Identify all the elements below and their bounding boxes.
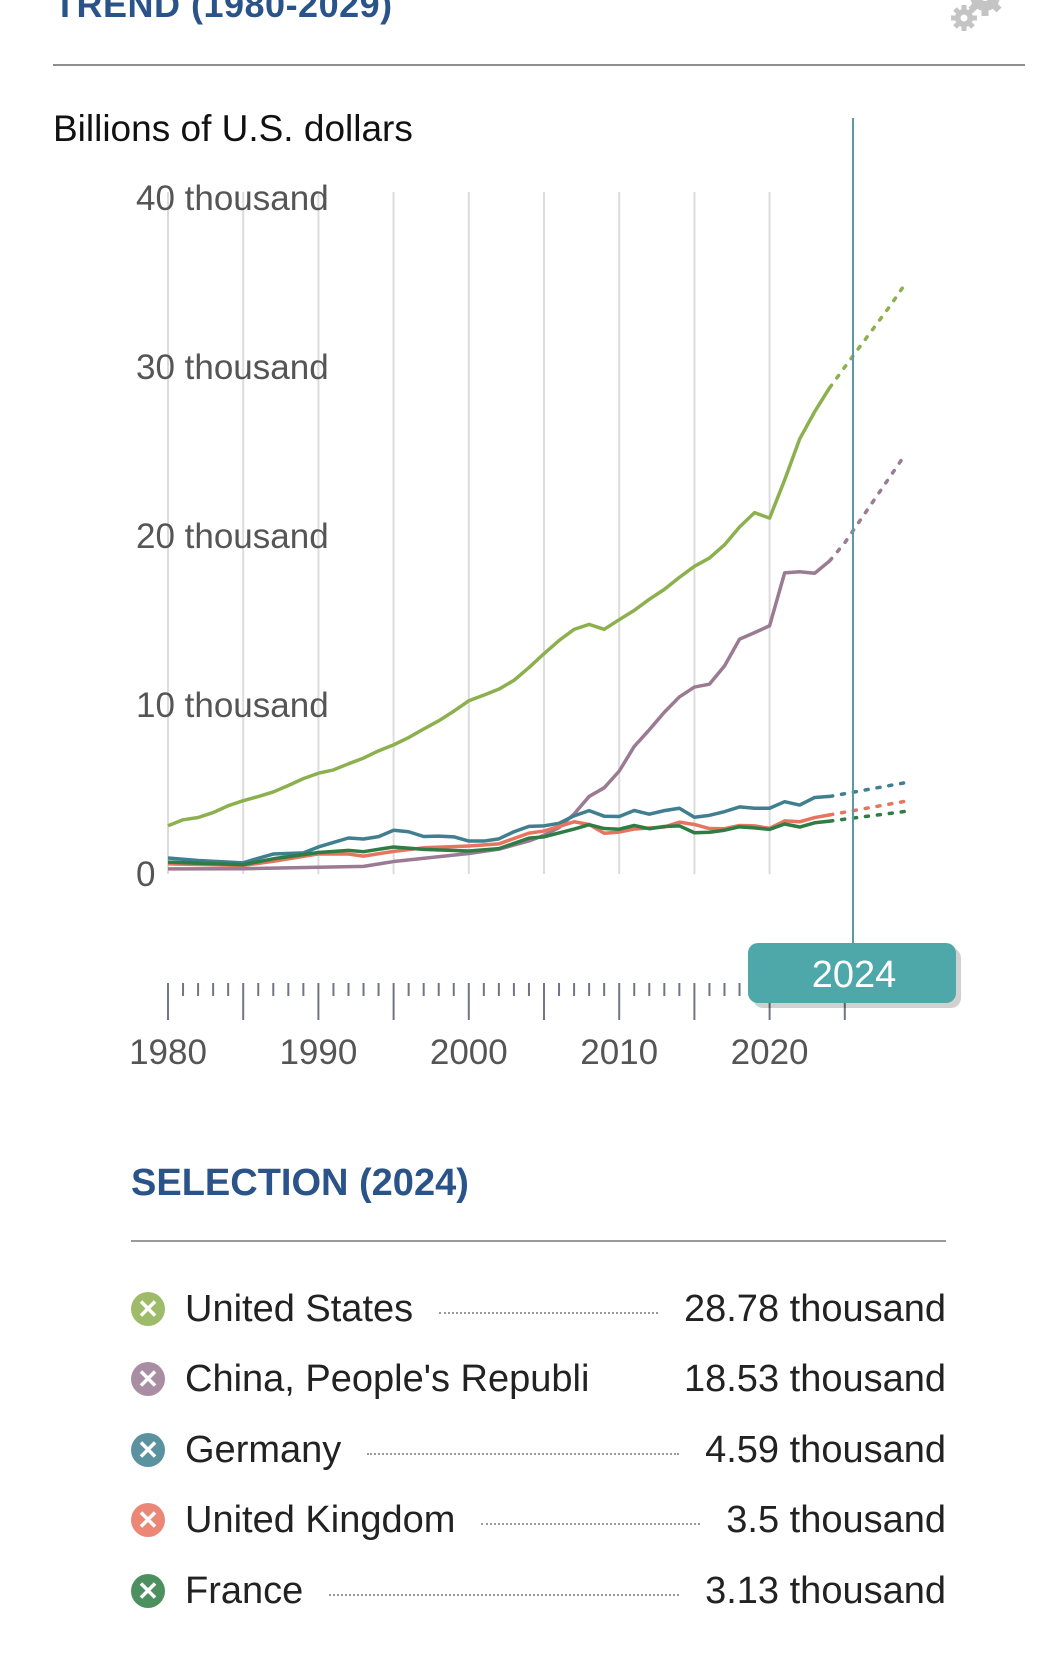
legend-row[interactable]: ✕ China, People's Republi 18.53 thousand [131,1354,946,1404]
remove-series-icon[interactable]: ✕ [131,1433,165,1467]
dotted-leader [439,1312,658,1314]
series-line [167,819,830,867]
series-line [167,794,830,865]
x-tick-label: 2010 [580,1033,658,1072]
legend-row[interactable]: ✕ United States 28.78 thousand [131,1284,946,1334]
y-tick-label: 0 [136,855,155,894]
y-tick-labels: 0 10 thousand 20 thousand 30 thousand 40 tho… [136,179,329,894]
series-line [167,386,832,828]
series-projection-line [828,799,907,817]
series-value: 18.53 thousand [683,1357,946,1400]
series-lines [167,282,907,871]
selection-title: SELECTION (2024) [131,1162,469,1204]
x-tick-label: 2020 [731,1033,809,1072]
series-name: United States [185,1287,414,1330]
series-name: United Kingdom [185,1498,456,1541]
series-value: 3.5 thousand [726,1498,946,1541]
selected-year-label: 2024 [812,954,897,996]
remove-series-icon[interactable]: ✕ [131,1574,165,1608]
series-projection-line [828,453,907,563]
legend-row[interactable]: ✕ France 3.13 thousand [131,1566,946,1616]
dotted-leader [481,1523,701,1525]
series-projection-line [828,809,907,823]
trend-chart[interactable]: 0 10 thousand 20 thousand 30 thousand 40 tho… [0,0,1053,1100]
x-tick-label: 1990 [279,1033,357,1072]
dotted-leader [329,1594,680,1596]
series-name: France [185,1569,304,1612]
x-tick-label: 2000 [430,1033,508,1072]
y-tick-label: 20 thousand [136,517,329,556]
series-value: 28.78 thousand [683,1287,946,1330]
series-projection-line [828,282,907,390]
remove-series-icon[interactable]: ✕ [131,1292,165,1326]
gears-icon[interactable] [945,0,1045,53]
series-value: 4.59 thousand [705,1428,946,1471]
y-tick-label: 30 thousand [136,348,329,387]
series-value: 3.13 thousand [705,1569,946,1612]
selected-year-badge[interactable]: 2024 [748,943,961,1008]
series-name: Germany [185,1428,342,1471]
selection-divider [131,1240,946,1242]
legend-row[interactable]: ✕ United Kingdom 3.5 thousand [131,1495,946,1545]
y-tick-label: 10 thousand [136,686,329,725]
series-line [167,559,831,871]
dotted-leader [367,1453,680,1455]
time-axis: 1980 1990 2000 2010 2020 [129,983,846,1072]
x-tick-label: 1980 [129,1033,207,1072]
grid-lines [167,192,771,874]
series-projection-line [828,780,907,799]
legend-row[interactable]: ✕ Germany 4.59 thousand [131,1425,946,1475]
y-tick-label: 40 thousand [136,179,329,218]
header-divider [53,64,1025,66]
remove-series-icon[interactable]: ✕ [131,1362,165,1396]
series-name: China, People's Republi [185,1357,590,1400]
trend-title: TREND (1980-2029) [54,0,393,25]
y-axis-unit-label: Billions of U.S. dollars [53,108,413,149]
remove-series-icon[interactable]: ✕ [131,1503,165,1537]
